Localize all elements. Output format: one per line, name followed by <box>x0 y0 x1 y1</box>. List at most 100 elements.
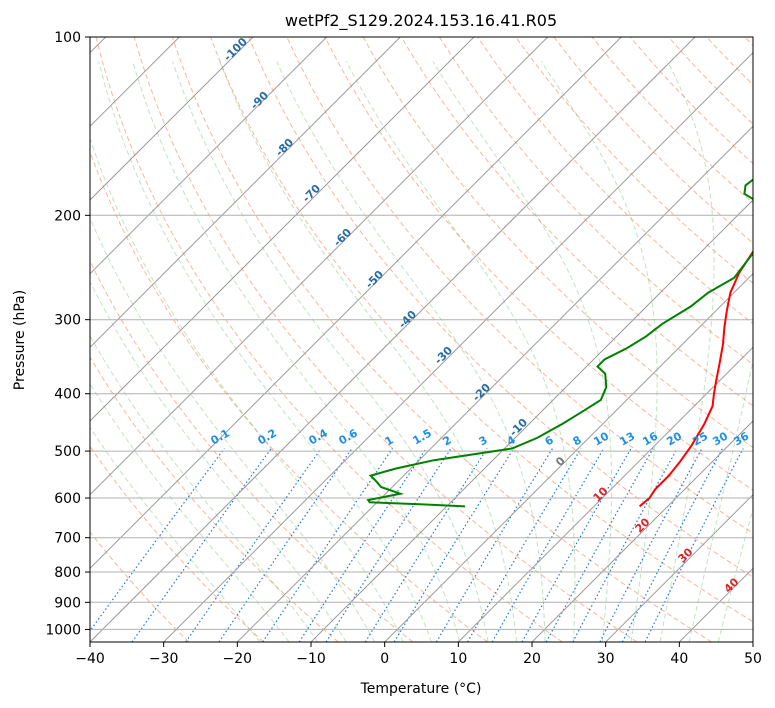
mixing-ratio-line <box>621 448 723 642</box>
dry-adiabat-label: -90 <box>248 89 271 112</box>
background-lines <box>90 37 753 642</box>
dry-adiabat <box>210 37 753 623</box>
chart-title: wetPf2_S129.2024.153.16.41.R05 <box>285 11 557 31</box>
dry-adiabat <box>90 259 414 642</box>
mixing-ratio-label: 20 <box>664 429 684 448</box>
moist-adiabat <box>90 216 376 642</box>
series-line-1 <box>638 250 753 508</box>
x-tick-label: 20 <box>523 651 541 667</box>
mixing-ratio-label: 1.5 <box>411 426 434 447</box>
mixing-ratio-line <box>325 448 452 642</box>
moist-adiabat <box>90 280 347 642</box>
dry-adiabat-label: -20 <box>470 381 493 404</box>
mixing-ratio-line <box>393 448 515 642</box>
y-tick-label: 600 <box>54 491 81 507</box>
x-tick-label: 10 <box>449 651 467 667</box>
isotherm <box>90 37 328 275</box>
isotherm <box>163 51 753 642</box>
mixing-ratio-label: 6 <box>543 433 556 448</box>
dry-adiabat <box>477 37 753 325</box>
series-layer <box>366 178 753 508</box>
mixing-ratio-label: 0.2 <box>256 426 279 447</box>
isotherm <box>236 125 753 642</box>
mixing-ratio-line <box>466 448 582 642</box>
moist-adiabat <box>345 61 576 642</box>
isotherm <box>310 199 753 642</box>
x-tick-label: −10 <box>296 651 326 667</box>
mixing-ratio-label: 8 <box>571 433 584 448</box>
dry-adiabat-label: -60 <box>331 226 354 249</box>
moist-adiabat <box>90 334 319 642</box>
x-tick-label: 0 <box>380 651 389 667</box>
dry-adiabat <box>553 37 753 244</box>
dry-adiabat <box>706 37 753 86</box>
isotherm <box>90 37 254 201</box>
series-line-2 <box>366 178 753 508</box>
dry-adiabat-label: -70 <box>300 182 323 205</box>
y-tick-label: 500 <box>54 444 81 460</box>
mixing-ratio-label: 13 <box>617 430 637 449</box>
x-tick-label: 50 <box>744 651 762 667</box>
y-tick-label: 400 <box>54 387 81 403</box>
mixing-ratio-line <box>131 448 272 642</box>
mixing-ratio-line <box>218 448 353 642</box>
dry-adiabat-label: -40 <box>396 308 419 331</box>
x-tick-label: −30 <box>149 651 179 667</box>
dry-adiabat <box>95 37 563 642</box>
mixing-ratio-line <box>185 448 322 642</box>
isotherm <box>90 37 696 642</box>
y-tick-label: 200 <box>54 208 81 224</box>
dry-adiabat <box>744 37 753 47</box>
y-tick-label: 100 <box>54 30 81 46</box>
dry-adiabat <box>324 37 753 491</box>
dry-adiabat <box>438 37 753 366</box>
moist-adiabat-label: 40 <box>722 575 742 595</box>
mixing-ratio-line <box>435 448 554 642</box>
x-axis-label: Temperature (°C) <box>360 681 482 697</box>
dry-adiabat <box>171 37 712 642</box>
x-tick-label: 40 <box>670 651 688 667</box>
isotherm <box>457 346 753 642</box>
dry-adiabat-label: -100 <box>221 35 250 64</box>
dry-adiabat <box>90 356 339 642</box>
moist-adiabat <box>540 61 658 642</box>
dry-adiabat <box>248 37 753 578</box>
dry-adiabat <box>515 37 753 284</box>
y-tick-label: 1000 <box>45 622 81 638</box>
isotherm <box>90 37 622 570</box>
moist-adiabat <box>717 506 753 642</box>
mixing-ratio-label: 25 <box>690 430 710 449</box>
y-tick-label: 900 <box>54 595 81 611</box>
dry-adiabat <box>90 531 190 642</box>
mixing-ratio-label: 1 <box>383 433 396 448</box>
moist-adiabat-label: 20 <box>633 515 653 535</box>
dry-adiabat-label: -50 <box>363 268 386 291</box>
mixing-ratio-label: 3 <box>477 433 490 448</box>
dry-adiabat-label: -80 <box>273 136 296 159</box>
moist-adiabat-label: 10 <box>591 484 611 504</box>
moist-adiabat <box>688 358 753 642</box>
isotherm <box>678 567 753 642</box>
moist-adiabat <box>90 382 290 642</box>
mixing-ratio-label: 2 <box>441 433 454 448</box>
x-tick-label: −20 <box>223 651 253 667</box>
plot-frame <box>89 36 754 643</box>
dry-adiabat <box>133 37 638 642</box>
isotherm <box>531 420 753 642</box>
isotherm <box>90 37 475 422</box>
mixing-ratio-label: 0.4 <box>307 426 331 447</box>
moist-adiabat <box>432 61 613 642</box>
isotherm <box>90 37 401 349</box>
mixing-ratio-label: 16 <box>640 429 660 448</box>
dry-adiabat <box>90 150 488 642</box>
mixing-ratio-line <box>599 448 703 642</box>
x-tick-label: 30 <box>597 651 615 667</box>
moist-adiabat <box>90 426 261 642</box>
dry-adiabat <box>362 37 753 449</box>
y-tick-label: 700 <box>54 531 81 547</box>
moist-adiabat-label: 30 <box>676 545 696 565</box>
moist-adiabat <box>276 61 546 642</box>
isotherm <box>605 493 753 642</box>
mixing-ratio-label: 30 <box>710 429 730 448</box>
y-tick-label: 800 <box>54 565 81 581</box>
